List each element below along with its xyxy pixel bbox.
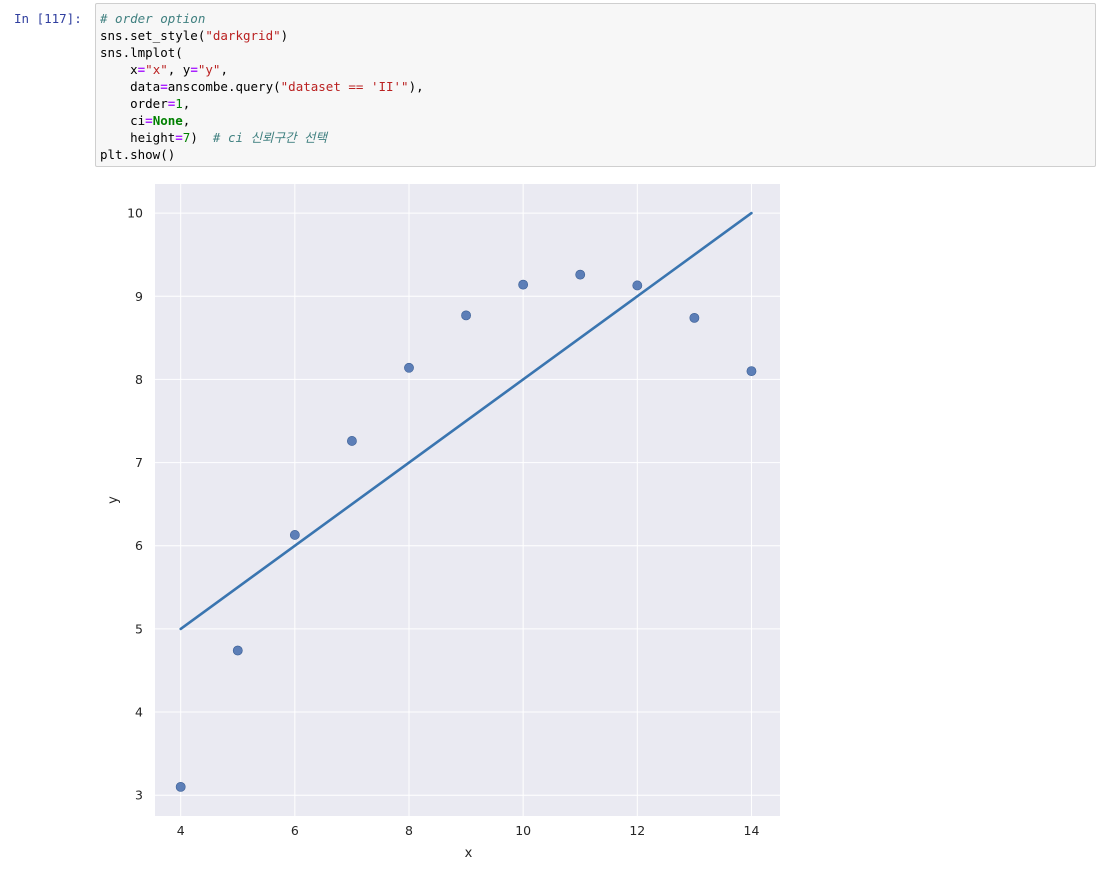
y-tick-label: 8 [135, 372, 143, 387]
regression-line [179, 211, 753, 631]
cell-output: 4 6 8 10 12 14 3 4 5 6 7 8 9 10 x y [95, 176, 795, 870]
scatter-point [175, 781, 186, 792]
y-tick-label: 7 [135, 455, 143, 470]
scatter-point [689, 312, 700, 323]
y-tick-label: 4 [135, 705, 143, 720]
code-token: "y" [197, 62, 221, 77]
y-tick-label: 5 [135, 621, 143, 636]
code-token: # ci 신뢰구간 선택 [212, 130, 328, 145]
code-line: height=7) # ci 신뢰구간 선택 [100, 129, 424, 146]
code-token: "dataset == 'II'" [280, 79, 409, 94]
code-token: ) [280, 28, 289, 43]
code-token: # order option [100, 11, 206, 26]
y-axis-label: y [106, 496, 121, 504]
code-token: = [145, 113, 153, 128]
code-token: "darkgrid" [205, 28, 281, 43]
code-token: ) [190, 130, 213, 145]
cell-prompt: In [117]: [14, 11, 82, 26]
x-tick-label: 10 [515, 823, 531, 838]
code-token: x [100, 62, 138, 77]
scatter-point [347, 436, 357, 446]
code-line: # order option [100, 10, 424, 27]
code-token: 1 [175, 96, 183, 111]
code-line: ci=None, [100, 112, 424, 129]
x-tick-label: 12 [629, 823, 645, 838]
code-token: None [152, 113, 183, 128]
code-line: plt.show() [100, 146, 424, 163]
code-token: height [100, 130, 176, 145]
code-token: order [100, 96, 168, 111]
scatter-point [232, 645, 243, 656]
scatter-point [289, 530, 300, 540]
x-tick-label: 4 [177, 823, 185, 838]
scatter-point [746, 366, 757, 377]
scatter-point [575, 269, 586, 280]
code-token: , y [167, 62, 191, 77]
code-token: "x" [145, 62, 168, 77]
code-token: ci [100, 113, 146, 128]
code-token: , [182, 96, 191, 111]
code-line: data=anscombe.query("dataset == 'II'"), [100, 78, 424, 95]
code-token: , [182, 113, 191, 128]
y-tick-label: 6 [135, 538, 143, 553]
x-tick-label: 14 [744, 823, 760, 838]
code-line: x="x", y="y", [100, 61, 424, 78]
code-token: anscombe.query( [167, 79, 281, 94]
code-editor[interactable]: # order option sns.set_style("darkgrid") s… [100, 10, 424, 163]
y-tick-label: 3 [135, 788, 143, 803]
code-line: sns.lmplot( [100, 44, 424, 61]
x-tick-label: 6 [291, 823, 299, 838]
code-line: sns.set_style("darkgrid") [100, 27, 424, 44]
code-token: , [220, 62, 228, 77]
code-token: ), [408, 79, 424, 94]
code-token: = [175, 130, 183, 145]
code-token: = [137, 62, 146, 77]
y-tick-label: 10 [127, 206, 143, 221]
lmplot-chart: 4 6 8 10 12 14 3 4 5 6 7 8 9 10 x y [106, 184, 780, 861]
x-tick-label: 8 [405, 823, 413, 838]
scatter-point [518, 279, 529, 290]
code-token: sns.set_style( [100, 28, 206, 43]
code-token: = [190, 62, 198, 77]
x-axis-label: x [465, 846, 473, 861]
code-token: data [100, 79, 161, 94]
code-token: = [167, 96, 176, 111]
scatter-point [404, 362, 414, 373]
code-cell[interactable]: # order option sns.set_style("darkgrid") s… [95, 3, 1096, 167]
code-line: order=1, [100, 95, 424, 112]
plot-area [155, 184, 780, 816]
code-token: 7 [182, 130, 191, 145]
scatter-point [632, 280, 643, 291]
code-token: = [160, 79, 168, 94]
code-token: plt.show() [100, 147, 176, 162]
scatter-point [461, 310, 471, 321]
y-tick-label: 9 [135, 289, 143, 304]
code-token: sns.lmplot( [100, 45, 183, 60]
